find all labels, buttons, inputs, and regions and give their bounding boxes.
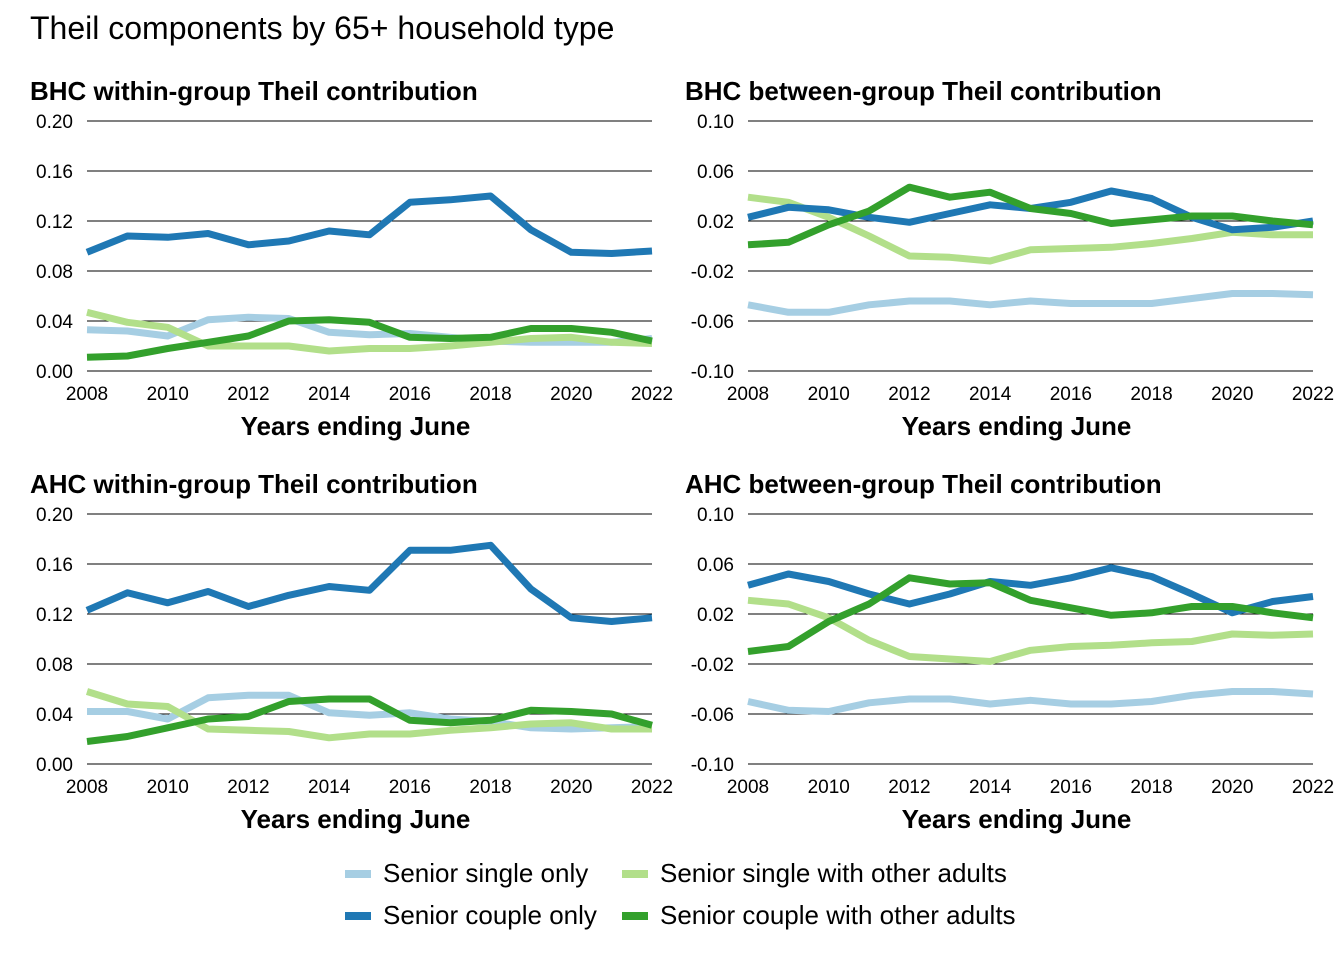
legend-label: Senior couple only [383,900,597,930]
legend-label: Senior single only [383,858,589,888]
x-tick-label: 2014 [969,777,1012,798]
legend-swatch [345,911,371,920]
series-line-senior-couple-with-other-adults [86,316,653,361]
series-line-senior-couple-with-other-adults [747,574,1314,655]
chart-title: Theil components by 65+ household type [30,10,615,46]
x-tick-label: 2012 [227,384,269,405]
x-tick-label: 2014 [969,384,1012,405]
x-tick-label: 2020 [1211,384,1253,405]
legend-swatch [622,911,648,920]
x-tick-label: 2014 [308,384,351,405]
series-line-senior-single-with-other-adults [85,688,652,742]
x-tick-label: 2018 [1130,777,1172,798]
legend-swatch [622,869,648,878]
x-tick-label: 2018 [469,384,511,405]
y-tick-label: -0.06 [691,312,734,333]
legend-item-senior-couple-with-other-adults: Senior couple with other adults [622,900,1016,931]
x-tick-label: 2010 [147,384,189,405]
series-line-senior-couple-only [85,541,653,625]
series-line-senior-single-only [747,688,1314,715]
legend-item-senior-single-only: Senior single only [345,858,588,889]
chart-panel-2: BHC between-group Theil contribution -0.1… [685,76,1334,441]
x-tick-label: 2022 [1292,384,1334,405]
series-line-senior-single-with-other-adults [747,596,1314,665]
x-tick-label: 2020 [550,777,592,798]
panel-title: BHC within-group Theil contribution [30,76,478,106]
y-tick-label: -0.10 [691,362,734,383]
legend-item-senior-couple-only: Senior couple only [345,900,597,931]
x-axis-label: Years ending June [241,804,471,834]
x-tick-label: 2020 [550,384,592,405]
legend-label: Senior single with other adults [660,858,1007,888]
panel-title: BHC between-group Theil contribution [685,76,1162,106]
x-tick-label: 2022 [631,384,673,405]
x-tick-label: 2012 [227,777,269,798]
series-line-senior-couple-with-other-adults [747,183,1314,249]
chart-panel-3: AHC within-group Theil contribution 0.00 0… [30,469,673,834]
y-tick-label: 0.00 [36,755,73,776]
y-tick-label: 0.10 [697,112,734,133]
y-tick-label: 0.06 [697,555,734,576]
y-tick-label: 0.04 [36,705,73,726]
y-tick-label: 0.02 [697,212,734,233]
chart-legend: Senior single only Senior single with ot… [345,858,1065,938]
x-tick-label: 2010 [147,777,189,798]
x-tick-label: 2018 [1130,384,1172,405]
x-tick-label: 2020 [1211,777,1253,798]
y-tick-label: 0.10 [697,505,734,526]
x-axis-label: Years ending June [902,411,1132,441]
series-line-senior-single-with-other-adults [86,308,653,355]
y-tick-label: 0.16 [36,162,73,183]
panel-title: AHC within-group Theil contribution [30,469,478,499]
x-tick-label: 2012 [888,777,930,798]
series-line-senior-couple-with-other-adults [86,695,653,745]
x-axis-label: Years ending June [241,411,471,441]
chart-canvas: BHC within-group Theil contribution 0.00 0… [30,76,1334,834]
y-tick-label: 0.08 [36,655,73,676]
legend-swatch [345,869,371,878]
x-tick-label: 2016 [389,384,431,405]
x-tick-label: 2010 [808,777,850,798]
y-tick-label: 0.04 [36,312,73,333]
series-line-senior-single-only [747,290,1314,316]
x-tick-label: 2008 [66,777,108,798]
x-tick-label: 2008 [727,777,769,798]
x-tick-label: 2022 [631,777,673,798]
y-tick-label: 0.20 [36,112,73,133]
y-tick-label: 0.16 [36,555,73,576]
x-tick-label: 2008 [727,384,769,405]
y-tick-label: 0.06 [697,162,734,183]
y-tick-label: 0.20 [36,505,73,526]
x-tick-label: 2022 [1292,777,1334,798]
x-axis-label: Years ending June [902,804,1132,834]
y-tick-label: 0.12 [36,212,73,233]
y-tick-label: -0.06 [691,705,734,726]
x-tick-label: 2014 [308,777,351,798]
legend-item-senior-single-with-other-adults: Senior single with other adults [622,858,1007,889]
series-line-senior-couple-only [85,192,653,257]
y-tick-label: 0.02 [697,605,734,626]
y-tick-label: 0.08 [36,262,73,283]
chart-panel-1: BHC within-group Theil contribution 0.00 0… [30,76,673,441]
y-tick-label: -0.02 [691,262,734,283]
x-tick-label: 2012 [888,384,930,405]
x-tick-label: 2016 [1050,384,1092,405]
panel-title: AHC between-group Theil contribution [685,469,1162,499]
y-tick-label: -0.10 [691,755,734,776]
y-tick-label: 0.00 [36,362,73,383]
x-tick-label: 2010 [808,384,850,405]
x-tick-label: 2016 [1050,777,1092,798]
legend-label: Senior couple with other adults [660,900,1016,930]
chart-panel-4: AHC between-group Theil contribution -0.1… [685,469,1334,834]
x-tick-label: 2018 [469,777,511,798]
y-tick-label: 0.12 [36,605,73,626]
x-tick-label: 2008 [66,384,108,405]
x-tick-label: 2016 [389,777,431,798]
y-tick-label: -0.02 [691,655,734,676]
